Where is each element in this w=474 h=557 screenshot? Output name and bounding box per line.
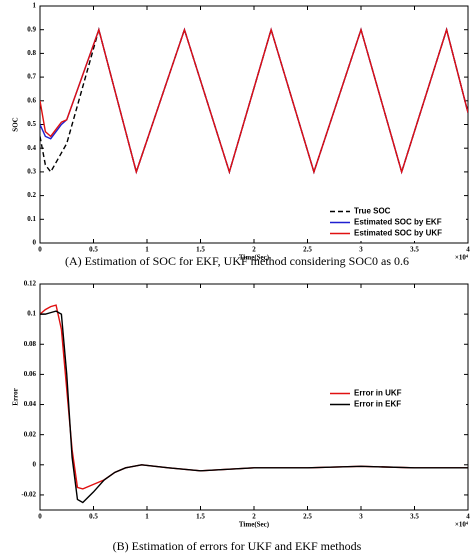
series-line (40, 310, 468, 504)
x-tick-label: 3.5 (410, 246, 419, 254)
y-tick-label: 0.02 (24, 430, 37, 438)
y-tick-label: 0.2 (27, 191, 36, 199)
plot-frame (39, 5, 469, 244)
x-multiplier: ×10⁴ (455, 521, 469, 529)
x-tick-label: 2.5 (303, 246, 312, 254)
x-tick-label: 2 (252, 513, 256, 521)
x-tick-label: 0 (38, 246, 42, 254)
y-tick-label: 0.1 (27, 310, 36, 318)
x-tick-label: 1.5 (196, 513, 205, 521)
y-tick-label: 0.04 (24, 400, 37, 408)
caption: (A) Estimation of SOC for EKF, UKF metho… (65, 254, 409, 268)
x-tick-label: 4 (466, 513, 470, 521)
y-tick-label: 0.3 (27, 168, 36, 176)
y-tick-label: -0.02 (21, 491, 36, 499)
y-axis-label: SOC (12, 117, 20, 131)
y-tick-label: 0 (33, 460, 37, 468)
legend-box (326, 386, 466, 412)
legend-label: Estimated SOC by UKF (354, 229, 442, 238)
x-multiplier: ×10⁴ (455, 254, 469, 262)
series-line (40, 27, 468, 175)
x-tick-label: 3.5 (410, 513, 419, 521)
y-tick-label: 0.7 (27, 73, 36, 81)
legend-label: Error in EKF (354, 400, 401, 409)
y-axis-label: Error (12, 388, 20, 405)
y-tick-label: 0 (33, 239, 37, 247)
y-tick-label: 0.1 (27, 215, 36, 223)
x-tick-label: 0.5 (89, 513, 98, 521)
y-tick-label: 1 (33, 2, 37, 10)
x-tick-label: 1 (145, 246, 149, 254)
x-axis-label: Time(Sec) (239, 521, 270, 529)
legend-label: Error in UKF (354, 389, 402, 398)
legend-label: Estimated SOC by EKF (354, 218, 442, 227)
y-tick-label: 0.06 (24, 370, 37, 378)
legend-label: True SOC (354, 207, 391, 216)
x-tick-label: 4 (466, 246, 470, 254)
x-tick-label: 2 (252, 246, 256, 254)
x-tick-label: 0.5 (89, 246, 98, 254)
x-tick-label: 0 (38, 513, 42, 521)
y-tick-label: 0.9 (27, 25, 36, 33)
y-tick-label: 0.4 (27, 144, 36, 152)
y-tick-label: 0.6 (27, 96, 36, 104)
caption: (B) Estimation of errors for UKF and EKF… (113, 539, 362, 553)
y-tick-label: 0.12 (24, 280, 37, 288)
y-tick-label: 0.08 (24, 340, 37, 348)
x-tick-label: 1 (145, 513, 149, 521)
x-axis-label: Time(Sec) (239, 254, 270, 262)
x-tick-label: 2.5 (303, 513, 312, 521)
x-tick-label: 3 (359, 513, 363, 521)
y-tick-label: 0.5 (27, 120, 36, 128)
x-tick-label: 1.5 (196, 246, 205, 254)
y-tick-label: 0.8 (27, 49, 36, 57)
x-tick-label: 3 (359, 246, 363, 254)
